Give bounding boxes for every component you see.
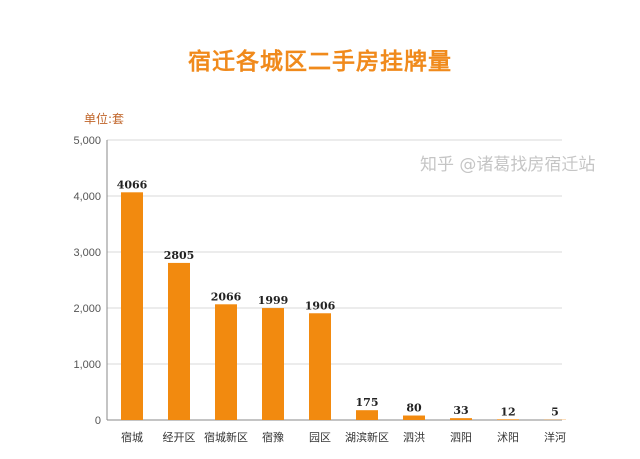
x-tick-label: 宿豫 xyxy=(262,430,284,444)
x-tick-label: 园区 xyxy=(309,431,331,444)
y-tick-label: 4,000 xyxy=(73,191,101,203)
x-tick-label: 宿城 xyxy=(121,430,143,444)
data-label: 33 xyxy=(453,404,468,417)
bar xyxy=(168,262,190,420)
y-tick-label: 2,000 xyxy=(73,303,101,315)
data-label: 4066 xyxy=(117,178,148,191)
bar xyxy=(403,415,425,420)
bar xyxy=(309,313,331,420)
x-tick-label: 泗洪 xyxy=(403,430,425,444)
x-tick-label: 洋河 xyxy=(544,430,566,444)
y-tick-label: 3,000 xyxy=(73,247,101,259)
x-tick-label: 宿城新区 xyxy=(204,430,248,444)
data-label: 2805 xyxy=(164,249,195,262)
data-label: 1906 xyxy=(305,299,336,312)
data-label: 175 xyxy=(356,396,379,409)
x-tick-label: 泗阳 xyxy=(450,431,472,444)
bar xyxy=(450,418,472,420)
x-tick-label: 经开区 xyxy=(163,431,196,444)
data-label: 5 xyxy=(551,406,559,419)
data-label: 80 xyxy=(406,402,422,415)
y-tick-label: 0 xyxy=(95,415,101,427)
y-tick-label: 1,000 xyxy=(73,359,101,371)
watermark: 知乎 @诸葛找房宿迁站 xyxy=(420,155,596,175)
chart-title: 宿迁各城区二手房挂牌量 xyxy=(188,49,452,75)
x-tick-label: 沭阳 xyxy=(497,431,519,444)
data-label: 2066 xyxy=(211,290,242,303)
bar xyxy=(262,308,284,420)
bar xyxy=(356,410,378,420)
bar xyxy=(215,304,237,420)
data-label: 12 xyxy=(500,405,515,418)
y-axis-unit-label: 单位:套 xyxy=(84,112,125,126)
data-label: 1999 xyxy=(258,294,289,307)
bar xyxy=(497,419,519,420)
bar xyxy=(121,192,143,420)
x-tick-label: 湖滨新区 xyxy=(345,430,389,444)
y-tick-label: 5,000 xyxy=(73,135,101,147)
